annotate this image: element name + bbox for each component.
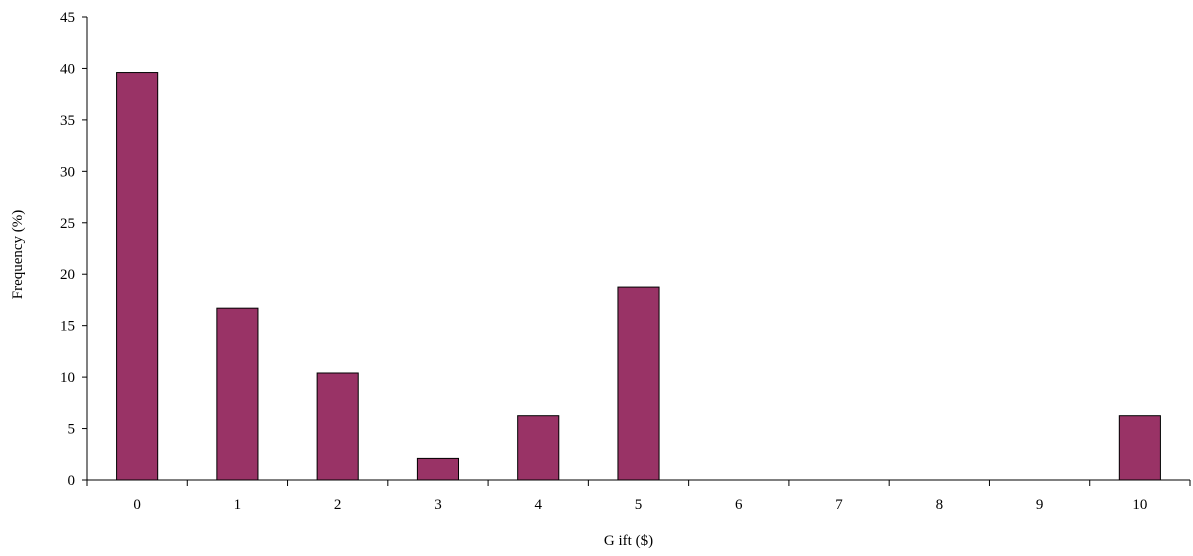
y-ticks-group: 0 5 10 15 20 25 30 35 40 45 <box>60 10 87 489</box>
x-tick-label: 3 <box>434 497 442 513</box>
x-tick-label: 5 <box>635 497 643 513</box>
y-tick-label: 0 <box>68 473 76 489</box>
y-tick-label: 25 <box>60 216 75 232</box>
y-tick-label: 20 <box>60 267 75 283</box>
bar-1 <box>216 307 259 481</box>
x-tick-label: 1 <box>234 497 242 513</box>
x-tick-label: 4 <box>534 497 542 513</box>
axes-group <box>86 17 1190 481</box>
bar-10 <box>1118 415 1161 481</box>
y-tick-label: 10 <box>60 370 75 386</box>
bar-3 <box>416 457 460 481</box>
y-axis-title: Frequency (%) <box>10 210 26 300</box>
bar-4 <box>517 415 560 481</box>
bar-2 <box>316 372 359 481</box>
x-axis-title: G ift ($) <box>604 533 653 549</box>
y-tick-label: 5 <box>68 422 76 438</box>
y-tick-label: 30 <box>60 164 75 180</box>
x-tick-label: 8 <box>936 497 944 513</box>
bar-0 <box>116 72 159 481</box>
x-tick-label: 6 <box>735 497 743 513</box>
y-tick-label: 40 <box>60 61 75 77</box>
x-tick-label: 0 <box>133 497 141 513</box>
y-tick-label: 35 <box>60 113 75 129</box>
x-ticks-group: 0 1 2 3 4 5 6 7 8 9 10 <box>86 480 1191 513</box>
x-tick-label: 7 <box>835 497 843 513</box>
bars-group <box>116 72 1161 481</box>
y-tick-label: 15 <box>60 319 75 335</box>
bar-5 <box>617 286 660 481</box>
y-tick-label: 45 <box>60 10 75 26</box>
x-tick-label: 10 <box>1132 497 1147 513</box>
x-tick-label: 9 <box>1036 497 1044 513</box>
x-tick-label: 2 <box>334 497 342 513</box>
